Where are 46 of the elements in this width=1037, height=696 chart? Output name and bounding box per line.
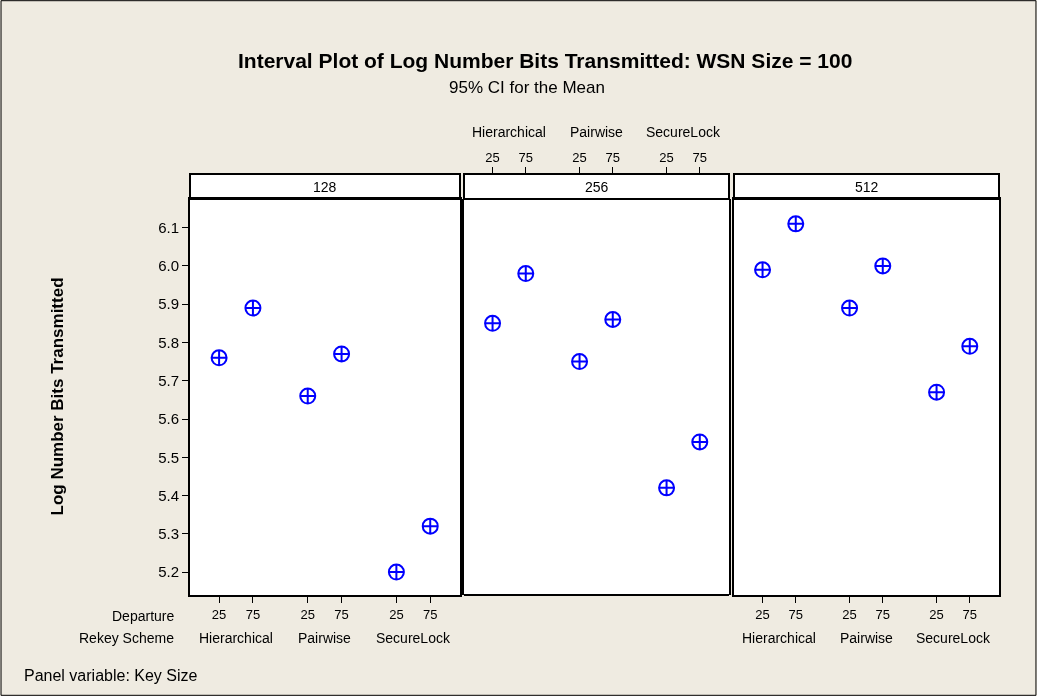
text: Pairwise (570, 124, 624, 140)
x-tick-label: 25 (842, 606, 857, 622)
text: Hierarchical (742, 630, 816, 646)
text: Interval Plot of Log Number Bits Transmitted: WSN Size = 100 (238, 49, 853, 72)
x-tick-label: 75 (423, 606, 438, 622)
text: Pairwise (298, 630, 352, 646)
y-tick-label: 5.9 (158, 295, 179, 313)
text: Rekey Scheme (79, 630, 175, 646)
text: 95% CI for the Mean (449, 78, 605, 97)
y-tick-label: 5.6 (158, 410, 179, 428)
y-axis-title: Log Number Bits Transmitted (47, 277, 67, 516)
x-tick-label: 75 (245, 606, 261, 622)
y-tick-label: 5.3 (158, 525, 179, 543)
x-tick-label: 25 (389, 606, 404, 622)
y-tick-label: 6.0 (158, 257, 179, 275)
text: SecureLock (916, 630, 991, 646)
chart-title: 128 (313, 179, 337, 195)
x-tick-label: 75 (334, 606, 349, 622)
text: Departure (112, 608, 175, 624)
x-tick-label: 25 (929, 606, 944, 622)
x-tick-label: 75 (605, 149, 620, 165)
x-tick-label: 75 (875, 606, 890, 622)
y-tick-label: 5.8 (158, 333, 179, 351)
x-tick-label: 75 (518, 149, 533, 165)
chart-title: 256 (585, 179, 609, 195)
x-tick-label: 75 (962, 606, 978, 622)
y-tick-label: 6.1 (158, 218, 179, 236)
x-tick-label: 75 (692, 149, 708, 165)
x-tick-label: 25 (659, 149, 674, 165)
x-tick-label: 25 (211, 606, 227, 622)
x-tick-label: 25 (300, 606, 315, 622)
x-tick-label: 25 (485, 149, 500, 165)
text: Hierarchical (199, 630, 273, 646)
x-tick-label: 25 (572, 149, 587, 165)
text: SecureLock (376, 630, 451, 646)
text: Hierarchical (472, 124, 546, 140)
x-tick-label: 75 (788, 606, 803, 622)
text: SecureLock (646, 124, 721, 140)
y-tick-label: 5.7 (158, 371, 179, 389)
y-tick-label: 5.2 (158, 563, 179, 581)
y-tick-label: 5.5 (158, 448, 179, 466)
text: Panel variable: Key Size (24, 667, 198, 684)
chart-title: 512 (855, 179, 879, 195)
y-tick-label: 5.4 (158, 486, 179, 504)
x-tick-label: 25 (755, 606, 770, 622)
text: Pairwise (840, 630, 894, 646)
